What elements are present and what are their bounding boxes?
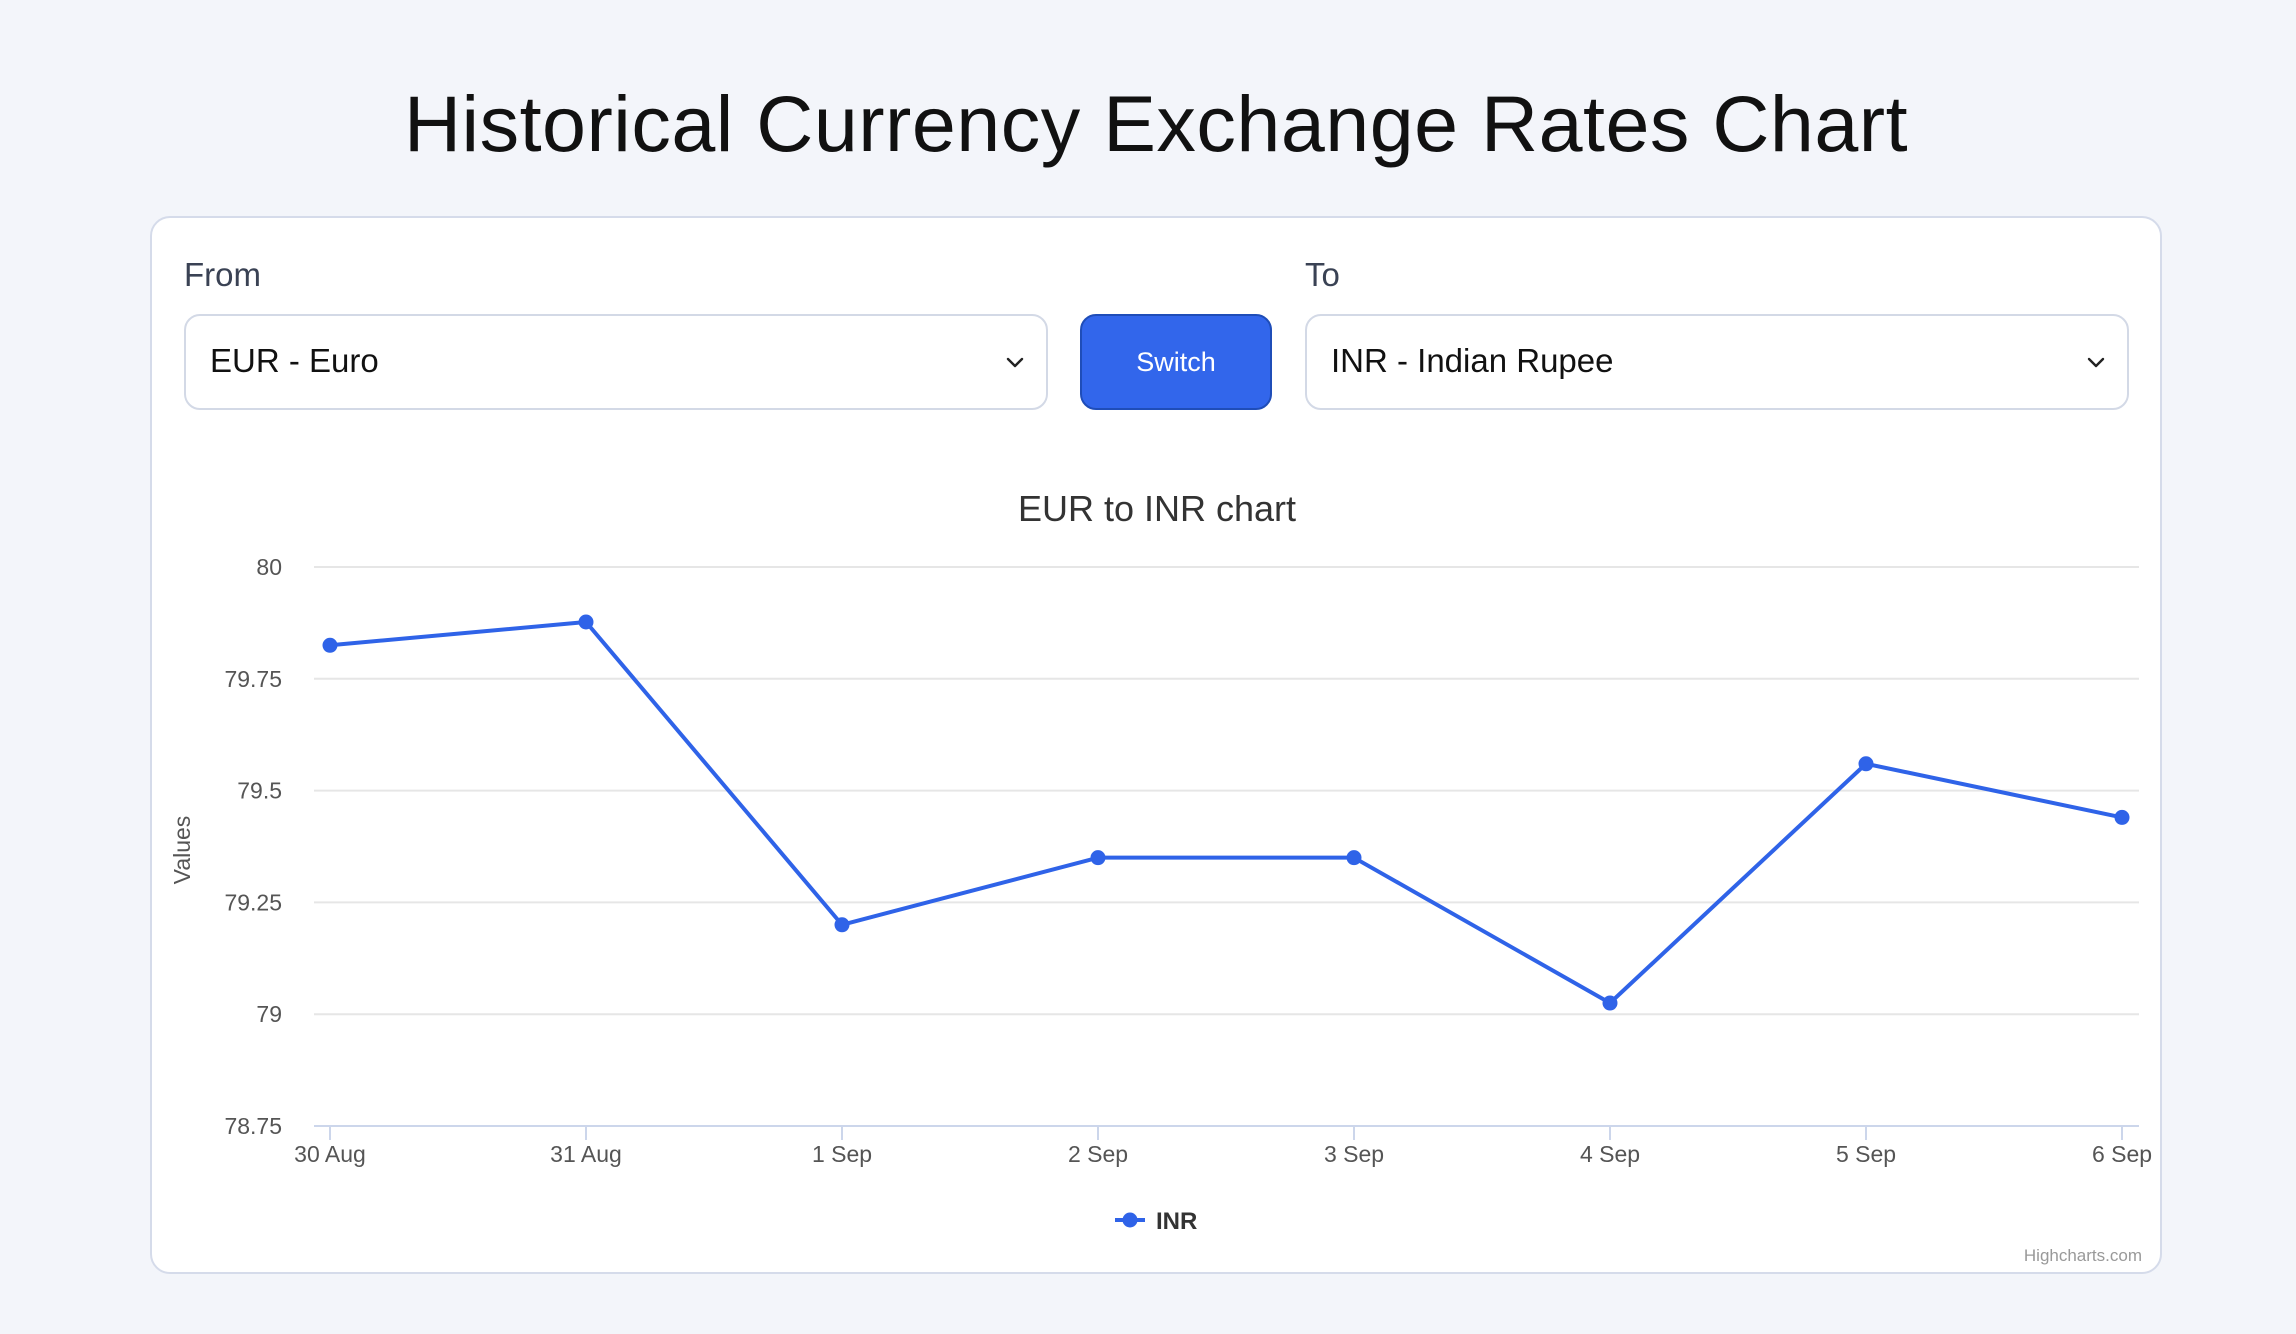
chevron-down-icon bbox=[2087, 357, 2105, 368]
x-tick-label: 6 Sep bbox=[2092, 1141, 2152, 1167]
to-label: To bbox=[1305, 256, 1340, 293]
chevron-down-icon bbox=[1006, 357, 1024, 368]
y-tick-label: 80 bbox=[256, 554, 282, 580]
y-tick-label: 79.25 bbox=[224, 889, 282, 915]
y-tick-label: 78.75 bbox=[224, 1113, 282, 1139]
x-tick-label: 4 Sep bbox=[1580, 1141, 1640, 1167]
series-inr[interactable] bbox=[322, 614, 2130, 1011]
switch-button[interactable]: Switch bbox=[1080, 314, 1272, 410]
series-line bbox=[329, 620, 2123, 1006]
data-point[interactable] bbox=[1090, 850, 1106, 866]
data-point[interactable] bbox=[2114, 809, 2130, 825]
y-tick-label: 79 bbox=[256, 1001, 282, 1027]
legend[interactable]: INR bbox=[1115, 1208, 1197, 1235]
data-point[interactable] bbox=[1858, 756, 1874, 772]
from-label: From bbox=[184, 256, 261, 293]
data-point[interactable] bbox=[834, 917, 850, 933]
x-axis-labels: 30 Aug 31 Aug 1 Sep 2 Sep 3 Sep 4 Sep 5 Sep 6 S… bbox=[294, 1126, 2152, 1167]
legend-marker-icon bbox=[1122, 1212, 1138, 1228]
converter-card: From EUR - Euro Switch To INR - Indian R… bbox=[150, 216, 2162, 1274]
to-currency-select[interactable]: INR - Indian Rupee bbox=[1305, 314, 2129, 410]
from-currency-value: EUR - Euro bbox=[210, 342, 379, 379]
y-tick-label: 79.75 bbox=[224, 666, 282, 692]
y-axis: 78.75 79 79.25 79.5 79.75 80 bbox=[224, 554, 282, 1139]
x-tick-label: 5 Sep bbox=[1836, 1141, 1896, 1167]
x-tick-label: 30 Aug bbox=[294, 1141, 366, 1167]
x-tick-label: 2 Sep bbox=[1068, 1141, 1128, 1167]
x-tick-label: 3 Sep bbox=[1324, 1141, 1384, 1167]
x-tick-label: 31 Aug bbox=[550, 1141, 622, 1167]
exchange-rate-chart: EUR to INR chart 78.75 79 79.25 79.5 79.75 80… bbox=[169, 488, 2152, 1265]
data-point[interactable] bbox=[1602, 995, 1618, 1011]
data-point[interactable] bbox=[578, 614, 594, 630]
y-tick-label: 79.5 bbox=[237, 778, 282, 804]
to-currency-value: INR - Indian Rupee bbox=[1331, 342, 1614, 379]
x-tick-label: 1 Sep bbox=[812, 1141, 872, 1167]
data-point[interactable] bbox=[322, 637, 338, 653]
from-currency-select[interactable]: EUR - Euro bbox=[184, 314, 1048, 410]
legend-item-label: INR bbox=[1156, 1208, 1197, 1235]
gridlines bbox=[314, 566, 2139, 1016]
credits-link[interactable]: Highcharts.com bbox=[2024, 1246, 2142, 1265]
page-title: Historical Currency Exchange Rates Chart bbox=[403, 79, 1909, 168]
chart-title: EUR to INR chart bbox=[1018, 488, 1296, 529]
data-point[interactable] bbox=[1346, 850, 1362, 866]
y-axis-title: Values bbox=[169, 816, 195, 885]
